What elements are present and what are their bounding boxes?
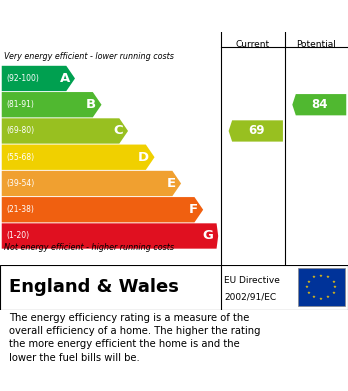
Text: England & Wales: England & Wales	[9, 278, 179, 296]
Text: 2002/91/EC: 2002/91/EC	[224, 292, 277, 301]
Text: (1-20): (1-20)	[6, 231, 29, 240]
Text: E: E	[167, 177, 176, 190]
Polygon shape	[292, 94, 346, 115]
Polygon shape	[2, 66, 75, 91]
Text: (21-38): (21-38)	[6, 205, 34, 214]
Text: 84: 84	[311, 98, 328, 111]
Polygon shape	[2, 118, 128, 143]
Text: Current: Current	[236, 39, 270, 48]
Text: D: D	[138, 151, 149, 164]
Polygon shape	[2, 223, 218, 249]
Text: ★: ★	[312, 295, 316, 299]
Bar	[298, 268, 345, 306]
Text: ★: ★	[307, 280, 311, 283]
Text: ★: ★	[312, 275, 316, 280]
Text: A: A	[60, 72, 70, 85]
Text: ★: ★	[305, 285, 309, 289]
Text: Energy Efficiency Rating: Energy Efficiency Rating	[9, 9, 230, 23]
Text: (69-80): (69-80)	[6, 126, 34, 135]
Text: ★: ★	[319, 296, 323, 301]
Text: ★: ★	[333, 285, 337, 289]
Text: Very energy efficient - lower running costs: Very energy efficient - lower running co…	[4, 52, 174, 61]
Text: C: C	[113, 124, 123, 138]
Text: EU Directive: EU Directive	[224, 276, 280, 285]
Text: B: B	[86, 98, 96, 111]
Text: F: F	[189, 203, 198, 216]
Text: 69: 69	[248, 124, 264, 138]
Text: ★: ★	[331, 291, 335, 295]
Text: ★: ★	[326, 275, 330, 280]
Text: (39-54): (39-54)	[6, 179, 34, 188]
Polygon shape	[2, 145, 155, 170]
Text: ★: ★	[331, 280, 335, 283]
Text: (81-91): (81-91)	[6, 100, 34, 109]
Text: Potential: Potential	[296, 39, 336, 48]
Text: ★: ★	[326, 295, 330, 299]
Text: (92-100): (92-100)	[6, 74, 39, 83]
Polygon shape	[229, 120, 283, 142]
Text: ★: ★	[319, 274, 323, 278]
Polygon shape	[2, 171, 181, 196]
Text: G: G	[202, 230, 213, 242]
Polygon shape	[2, 92, 102, 117]
Text: (55-68): (55-68)	[6, 153, 34, 162]
Text: Not energy efficient - higher running costs: Not energy efficient - higher running co…	[4, 243, 174, 252]
Polygon shape	[2, 197, 203, 222]
Text: ★: ★	[307, 291, 311, 295]
Text: The energy efficiency rating is a measure of the
overall efficiency of a home. T: The energy efficiency rating is a measur…	[9, 313, 260, 362]
